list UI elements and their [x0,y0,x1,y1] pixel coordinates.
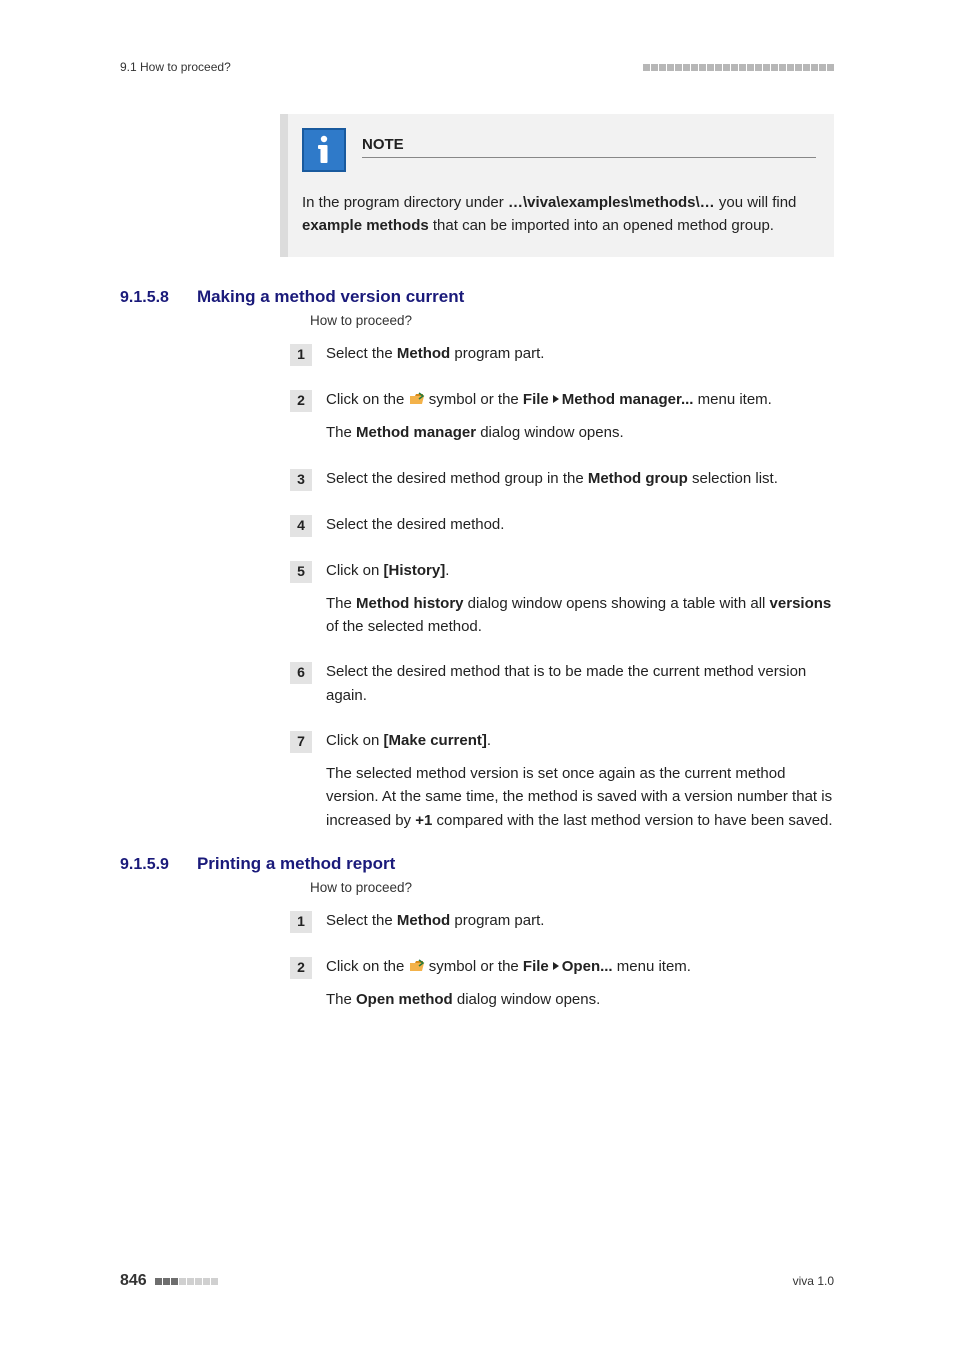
step-paragraph: Click on [History]. [326,559,834,582]
note-header-row: NOTE [302,128,816,172]
section-title: Making a method version current [197,287,464,307]
note-title: NOTE [362,136,816,158]
step: 1 Select the Method program part. [290,342,834,366]
info-icon [302,128,346,172]
step-number: 1 [290,344,312,366]
new-document-icon [409,957,425,971]
menu-arrow-icon [553,395,559,403]
step-body: Click on [History]. The Method history di… [326,559,834,639]
step-paragraph: Click on the symbol or the FileOpen... m… [326,955,834,978]
step: 4 Select the desired method. [290,513,834,537]
step-paragraph: Select the Method program part. [326,342,834,365]
section-number: 9.1.5.9 [120,856,169,874]
step-number: 7 [290,731,312,753]
step: 6 Select the desired method that is to be… [290,660,834,707]
sections-container: 9.1.5.8 Making a method version current Ho… [120,287,834,1011]
new-document-icon [409,390,425,404]
step-body: Select the Method program part. [326,909,834,933]
note-title-wrap: NOTE [362,128,816,158]
step: 5 Click on [History]. The Method history d… [290,559,834,639]
step-body: Click on the symbol or the FileMethod ma… [326,388,834,445]
menu-arrow-icon [553,962,559,970]
step-paragraph: Select the Method program part. [326,909,834,932]
step-paragraph: The selected method version is set once … [326,762,834,832]
note-box: NOTE In the program directory under …\vi… [280,114,834,257]
running-header: 9.1 How to proceed? [120,60,834,74]
step-body: Click on the symbol or the FileOpen... m… [326,955,834,1012]
step-number: 4 [290,515,312,537]
step-number: 1 [290,911,312,933]
step-body: Select the desired method that is to be … [326,660,834,707]
step-number: 3 [290,469,312,491]
step-paragraph: Click on [Make current]. [326,729,834,752]
step-paragraph: Click on the symbol or the FileMethod ma… [326,388,834,411]
footer-right-text: viva 1.0 [793,1274,834,1288]
section-heading: 9.1.5.9 Printing a method report [120,854,834,874]
section-number: 9.1.5.8 [120,289,169,307]
step: 7 Click on [Make current]. The selected me… [290,729,834,832]
step-number: 2 [290,390,312,412]
page: 9.1 How to proceed? NOTE In the program … [0,0,954,1093]
step: 3 Select the desired method group in the … [290,467,834,491]
section-title: Printing a method report [197,854,395,874]
step: 2 Click on the symbol or the FileMethod m… [290,388,834,445]
step-body: Select the Method program part. [326,342,834,366]
footer-left: 846 [120,1272,218,1290]
header-squares-decor [643,64,834,71]
step-paragraph: Select the desired method that is to be … [326,660,834,707]
section-caption: How to proceed? [310,313,834,328]
step-body: Select the desired method group in the M… [326,467,834,491]
section-caption: How to proceed? [310,880,834,895]
step-number: 2 [290,957,312,979]
step: 1 Select the Method program part. [290,909,834,933]
step-body: Select the desired method. [326,513,834,537]
header-left-text: 9.1 How to proceed? [120,60,231,74]
section-heading: 9.1.5.8 Making a method version current [120,287,834,307]
footer-squares-decor [155,1278,218,1285]
page-number: 846 [120,1272,147,1290]
step-number: 6 [290,662,312,684]
step-paragraph: Select the desired method group in the M… [326,467,834,490]
step-paragraph: The Method history dialog window opens s… [326,592,834,639]
note-body: In the program directory under …\viva\ex… [302,192,816,237]
step-body: Click on [Make current]. The selected met… [326,729,834,832]
step-number: 5 [290,561,312,583]
step-paragraph: Select the desired method. [326,513,834,536]
step-paragraph: The Open method dialog window opens. [326,988,834,1011]
step-paragraph: The Method manager dialog window opens. [326,421,834,444]
page-footer: 846 viva 1.0 [120,1272,834,1290]
step: 2 Click on the symbol or the FileOpen... … [290,955,834,1012]
